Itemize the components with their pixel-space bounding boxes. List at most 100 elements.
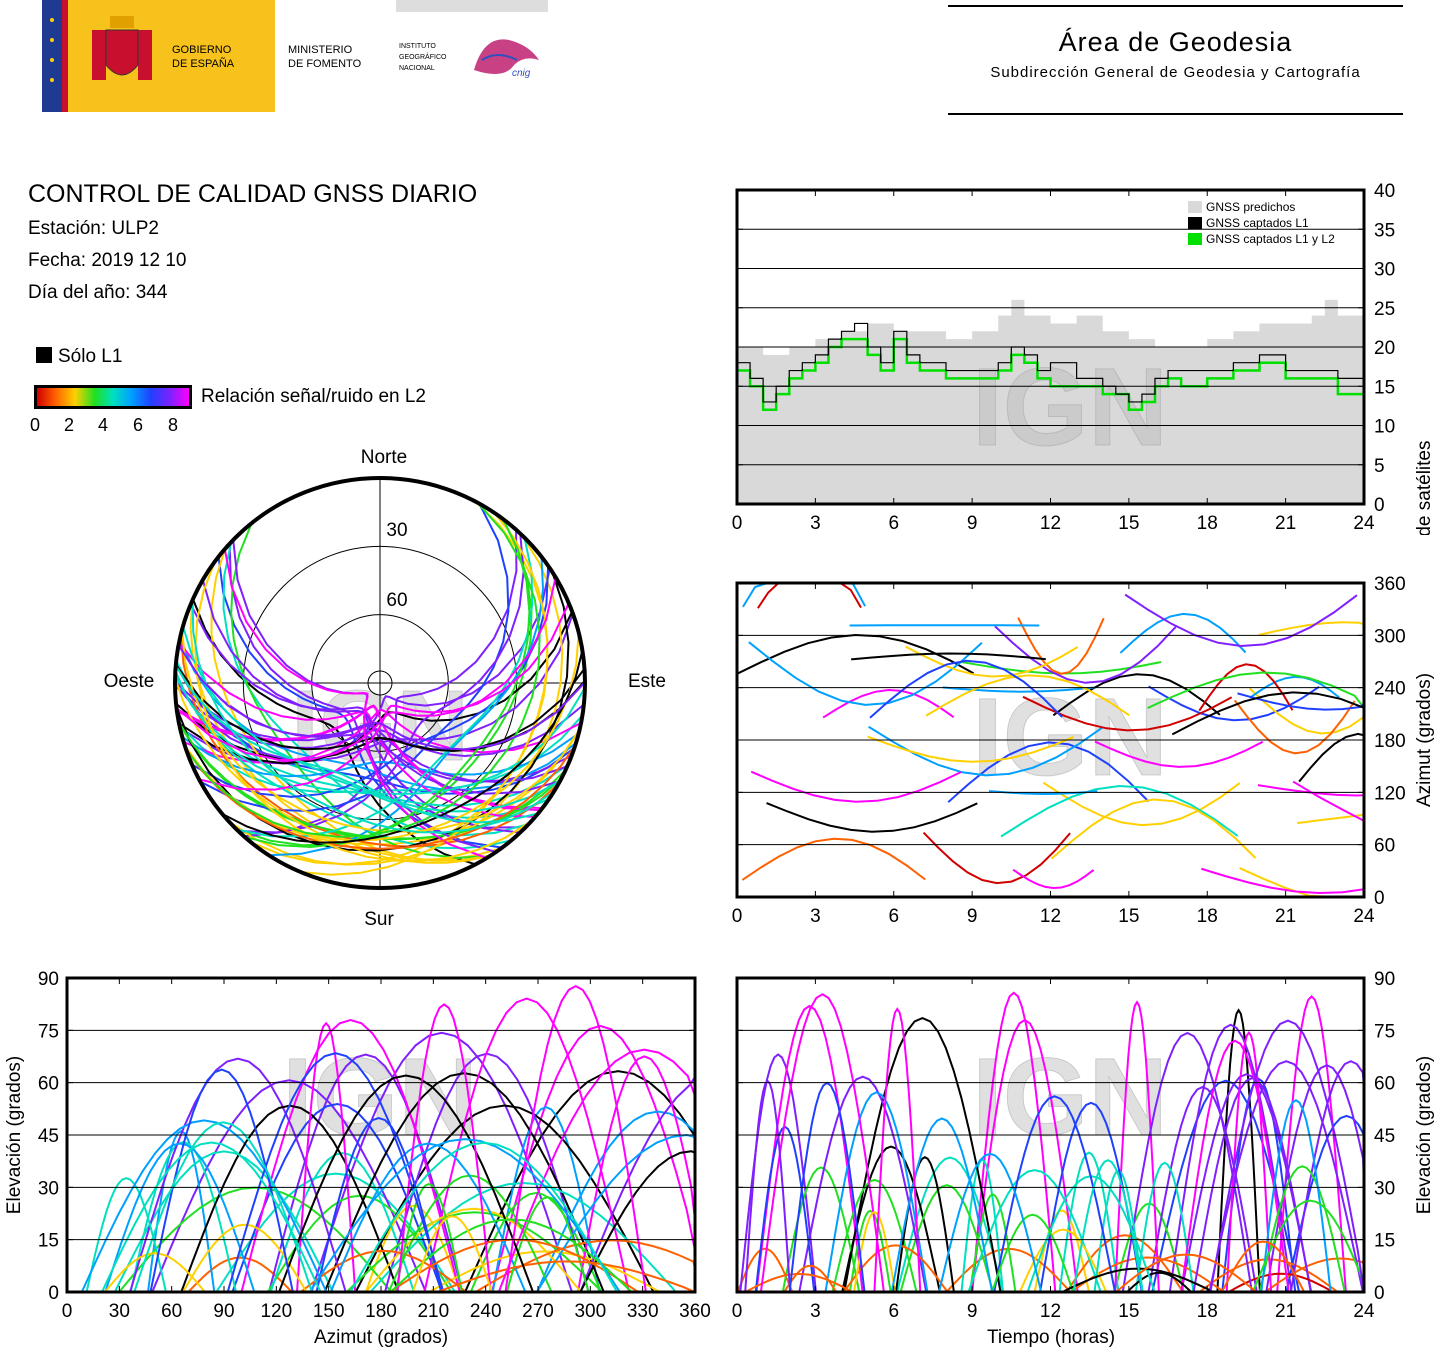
satellite-track	[185, 502, 541, 838]
plot-frame	[735, 188, 1366, 506]
ign-line3: NACIONAL	[399, 65, 435, 72]
snr-tick: 2	[64, 415, 75, 435]
satellite-track	[759, 993, 885, 1293]
satellite-track	[490, 1024, 696, 1293]
satellite-track	[947, 741, 1150, 803]
satellite-track	[201, 579, 561, 795]
x-tick-label: 18	[1197, 1301, 1218, 1322]
satellite-track	[1216, 1008, 1261, 1293]
area-header: Área de Geodesia Subdirección General de…	[948, 5, 1403, 115]
satellite-track	[938, 1152, 1043, 1293]
x-tick-label: 3	[810, 1301, 821, 1322]
y-tick-label: 75	[38, 1021, 59, 1042]
satellite-track	[1114, 1000, 1160, 1293]
satellite-track	[922, 831, 1071, 885]
satellite-track	[822, 688, 955, 719]
x-tick-label: 24	[1353, 1301, 1375, 1322]
satellite-track	[101, 1141, 322, 1293]
satellite-track	[1258, 1165, 1346, 1293]
legend-l1l2-label: GNSS captados L1 y L2	[1206, 232, 1335, 246]
x-tick-label: 21	[1275, 906, 1296, 927]
x-tick-label: 9	[967, 906, 978, 927]
sat-count-ylabel: Número de satélites	[1414, 441, 1435, 535]
satellite-track	[1052, 673, 1221, 717]
ign-line2: GEOGRÁFICO	[399, 52, 447, 61]
satellite-track	[180, 633, 560, 848]
elev-time-plot: IGN	[736, 991, 1365, 1293]
y-tick-label: 0	[48, 1283, 59, 1304]
satellite-track	[1208, 1060, 1364, 1293]
x-tick-label: 21	[1275, 513, 1296, 534]
plot-frame	[735, 976, 1366, 1294]
satellite-track	[579, 1150, 696, 1293]
y-tick-label: 25	[1374, 299, 1395, 320]
satellite-track	[354, 1104, 655, 1293]
y-tick-label: 40	[1374, 181, 1395, 202]
x-tick-label: 9	[967, 513, 978, 534]
y-tick-label: 75	[1374, 1021, 1395, 1042]
area-title: Área de Geodesia	[1058, 27, 1293, 57]
satellite-track	[1094, 740, 1264, 768]
sat-count-axes: 0 5 10 15 20 25 30 35 40 0 3 6 9 12 15 18 21 24	[732, 181, 1395, 534]
satellite-track	[389, 1218, 633, 1293]
y-tick-label: 300	[1374, 626, 1406, 647]
y-tick-label: 45	[1374, 1126, 1395, 1147]
satellite-track	[1115, 1253, 1257, 1293]
y-tick-label: 60	[38, 1074, 59, 1095]
x-tick-label: 120	[260, 1301, 292, 1322]
satellite-track	[194, 561, 533, 863]
satellite-track	[1292, 780, 1365, 832]
elev-azimuth-xlabel: Azimut (grados)	[314, 1327, 448, 1348]
satellite-track	[869, 659, 1063, 719]
y-tick-label: 90	[1374, 969, 1395, 990]
satellite-track	[798, 1075, 928, 1293]
plot-frame	[65, 976, 697, 1294]
snr-colorbar	[34, 385, 192, 409]
y-tick-label: 360	[1374, 574, 1406, 595]
satellite-track	[867, 735, 1074, 763]
header-logos-banner: GOBIERNO DE ESPAÑA MINISTERIO DE FOMENTO…	[42, 0, 548, 112]
satellite-track	[853, 1210, 897, 1293]
satellite-track	[184, 744, 577, 850]
satellite-track	[133, 1121, 313, 1293]
satellite-track	[300, 1249, 467, 1293]
y-tick-label: 60	[1374, 1074, 1395, 1095]
sat-count-chart: IGN 0 5 10 15 20 25 30 35 40 0 3 6 9 12 15 18 21 24 GNSS …	[732, 181, 1435, 535]
x-tick-label: 0	[732, 513, 743, 534]
x-tick-label: 180	[365, 1301, 397, 1322]
satellite-track	[905, 645, 1079, 678]
x-tick-label: 9	[967, 1301, 978, 1322]
satellite-track	[750, 770, 962, 803]
elev-azimuth-ylabel: Elevación (grados)	[4, 1056, 25, 1214]
satellite-track	[783, 1264, 838, 1293]
satellite-track	[757, 582, 862, 609]
satellite-track	[174, 665, 539, 824]
elev-time-axes: 0 15 30 45 60 75 90 0 3 6 9 12 15 18 21 24	[732, 969, 1395, 1322]
satellite-track	[300, 512, 549, 876]
x-tick-label: 6	[888, 513, 899, 534]
satellite-track	[182, 626, 561, 813]
y-tick-label: 60	[1374, 836, 1395, 857]
satellite-track	[505, 1196, 590, 1293]
x-tick-label: 3	[810, 513, 821, 534]
x-tick-label: 12	[1040, 1301, 1061, 1322]
satellite-track	[221, 650, 584, 844]
x-tick-label: 240	[470, 1301, 502, 1322]
satellite-track	[178, 641, 536, 818]
satellite-track	[1058, 1151, 1120, 1293]
satellite-track	[1168, 1023, 1293, 1293]
satellite-track	[1225, 1030, 1273, 1293]
elev-azimuth-chart: IGN 0 15 30 45 60 75 90 0 30 60 90 120 150 180 210 240 2…	[4, 969, 711, 1348]
satellite-track	[1220, 1240, 1306, 1293]
x-tick-label: 15	[1118, 906, 1139, 927]
skyplot-west-label: Oeste	[104, 671, 155, 692]
y-tick-label: 15	[1374, 377, 1395, 398]
satellite-track	[890, 1117, 994, 1293]
doy-line: Día del año: 344	[28, 282, 168, 303]
satellite-track	[991, 1213, 1075, 1293]
satellite-track	[896, 1156, 1004, 1293]
elev-azimuth-plot: IGN	[80, 984, 696, 1293]
satellite-track	[504, 984, 647, 1293]
satellite-track	[177, 644, 586, 751]
satellite-track	[129, 1057, 347, 1293]
